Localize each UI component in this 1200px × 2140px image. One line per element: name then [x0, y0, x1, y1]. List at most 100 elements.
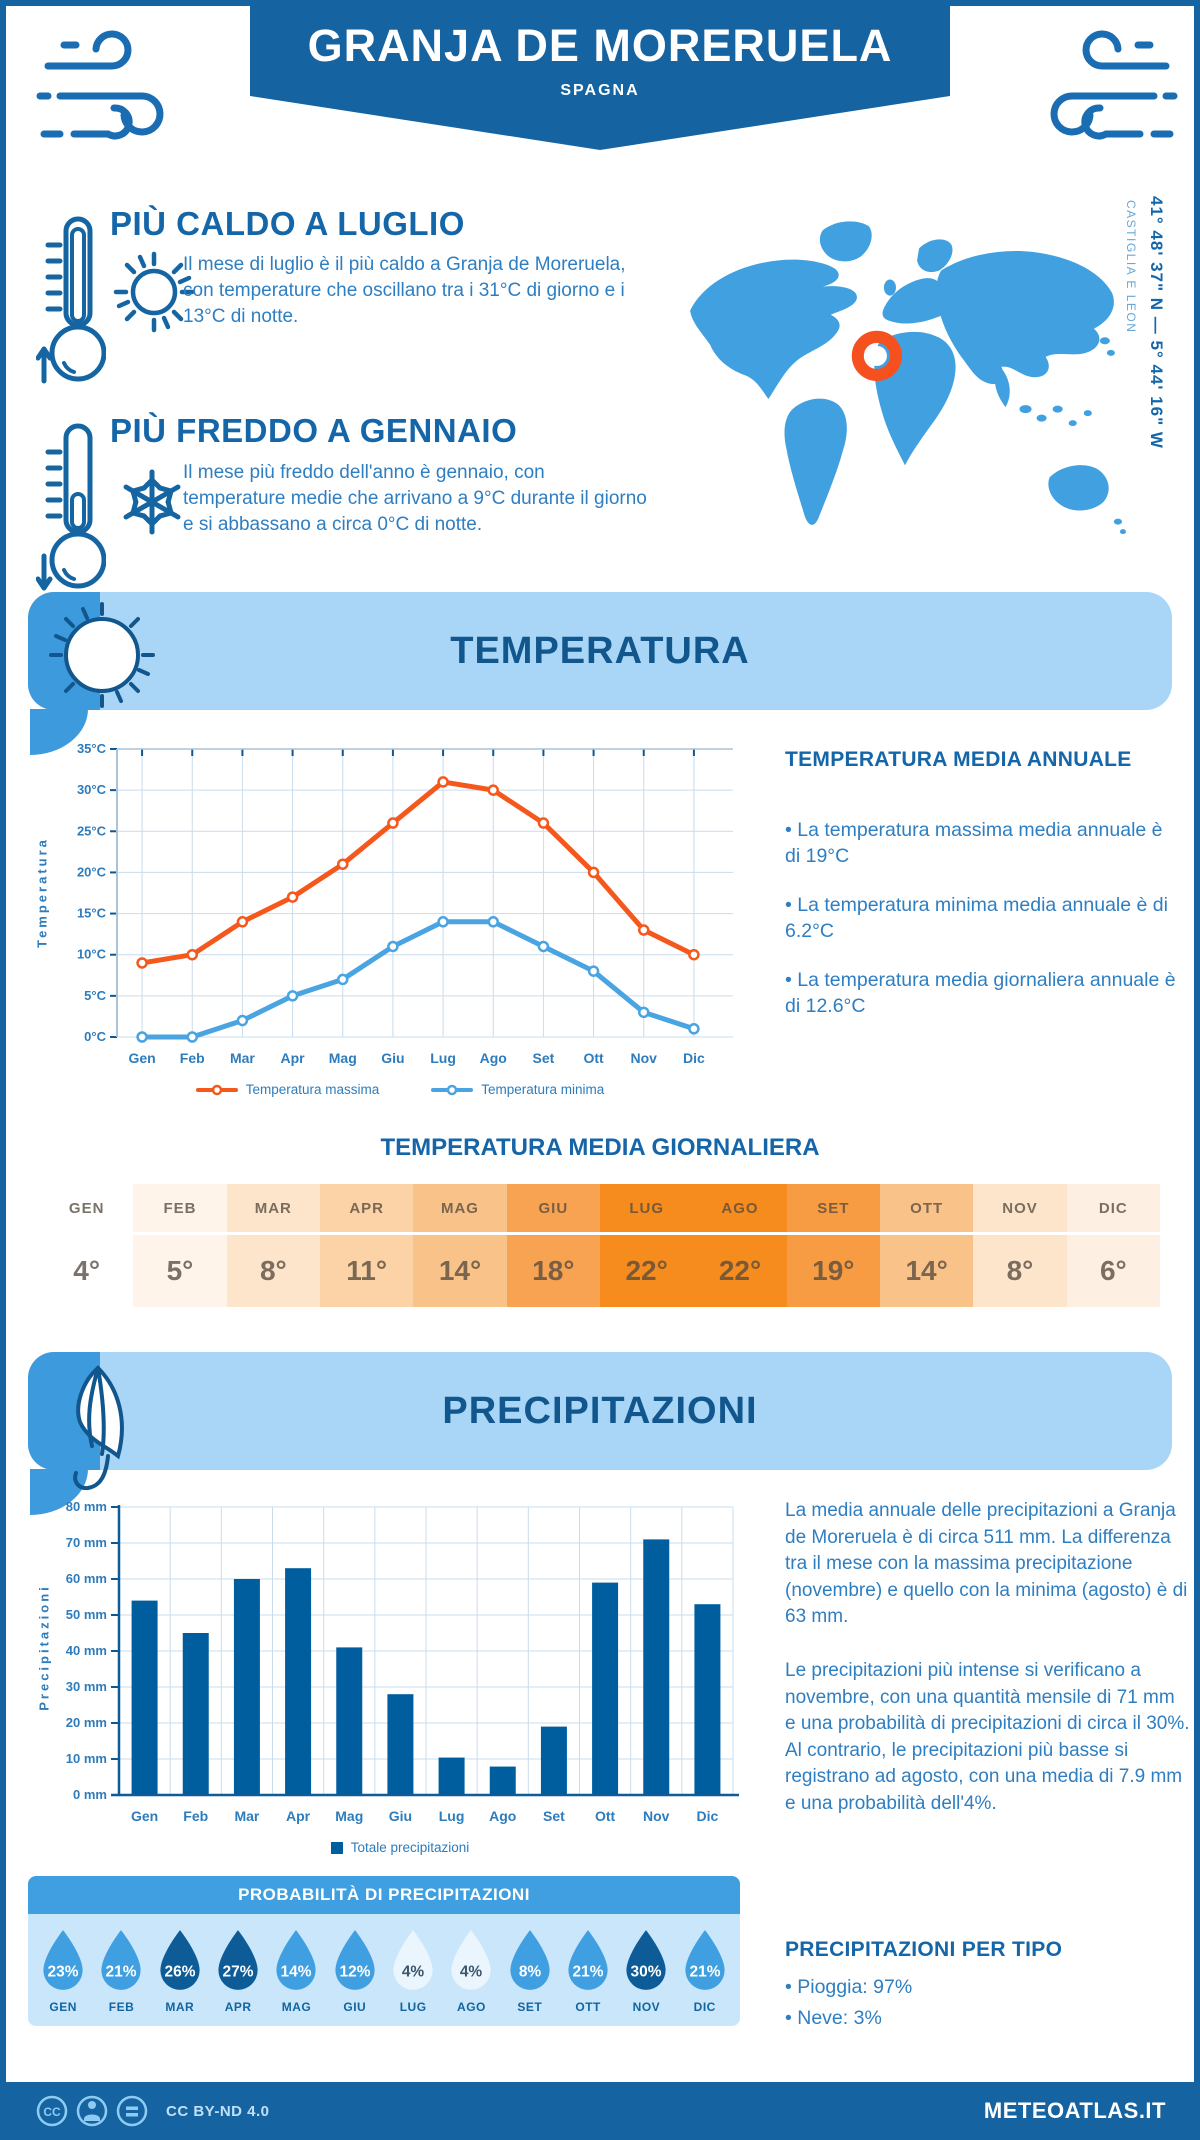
table-month-header: GEN: [40, 1184, 134, 1232]
svg-text:Lug: Lug: [430, 1050, 456, 1066]
droplet-slot: 8% SET: [501, 1928, 559, 2014]
legend-label: Temperatura minima: [481, 1082, 605, 1097]
table-month-header: DIC: [1066, 1184, 1160, 1232]
annual-bullet: • La temperatura massima media annuale è…: [785, 819, 1163, 867]
per-tipo-items: • Pioggia: 97% • Neve: 3%: [785, 1972, 1165, 2034]
legend-label: Totale precipitazioni: [350, 1840, 470, 1855]
raindrop-icon: 4%: [393, 1930, 433, 1990]
svg-text:25°C: 25°C: [77, 823, 107, 838]
svg-text:0 mm: 0 mm: [73, 1787, 107, 1802]
droplet-month-label: GIU: [343, 2000, 367, 2014]
svg-text:CC: CC: [43, 2105, 61, 2119]
droplet-slot: 27% APR: [209, 1928, 267, 2014]
svg-text:Gen: Gen: [128, 1050, 155, 1066]
svg-text:Dic: Dic: [683, 1050, 705, 1066]
droplet-month-label: AGO: [457, 2000, 486, 2014]
probability-panel-heading: PROBABILITÀ DI PRECIPITAZIONI: [28, 1876, 740, 1914]
map-continents: [690, 221, 1126, 535]
sun-badge-icon: [49, 602, 155, 708]
world-map: [672, 190, 1134, 582]
table-month-header: MAG: [413, 1184, 507, 1232]
droplet-percentage: 12%: [339, 1963, 370, 1980]
table-temperature-value: 8°: [226, 1235, 320, 1307]
per-tipo-item: • Pioggia: 97%: [785, 1976, 913, 1998]
svg-text:80 mm: 80 mm: [66, 1499, 107, 1514]
raindrop-icon: 26%: [160, 1930, 200, 1990]
per-tipo-heading: PRECIPITAZIONI PER TIPO: [785, 1938, 1063, 1961]
raindrop-icon: 27%: [218, 1930, 258, 1990]
hot-month-heading: PIÙ CALDO A LUGLIO: [110, 205, 465, 242]
droplet-percentage: 23%: [48, 1963, 79, 1980]
cc-license-icons[interactable]: CC: [34, 2091, 154, 2131]
droplet-month-label: LUG: [399, 2000, 427, 2014]
thermometer-hot-icon: [36, 216, 106, 384]
line-chart-y-axis-title: Temperatura: [34, 837, 50, 948]
droplet-slot: 23% GEN: [34, 1928, 92, 2014]
table-month-header: LUG: [600, 1184, 694, 1232]
svg-text:Ott: Ott: [595, 1808, 616, 1824]
brand-link[interactable]: METEOATLAS.IT: [983, 2098, 1166, 2123]
svg-text:Mar: Mar: [230, 1050, 255, 1066]
table-month-header: GIU: [506, 1184, 600, 1232]
svg-text:70 mm: 70 mm: [66, 1535, 107, 1550]
daily-temperature-table: GEN FEB MAR APR MAG GIU LUG AGO SET OTT NOV DIC 4° 5°…: [40, 1184, 1160, 1307]
svg-text:Ago: Ago: [489, 1808, 516, 1824]
svg-text:10°C: 10°C: [77, 947, 107, 962]
legend-marker-icon: [431, 1084, 474, 1095]
raindrop-icon: 21%: [568, 1930, 608, 1990]
legend-label: Temperatura massima: [245, 1082, 380, 1097]
precipitation-section-banner: PRECIPITAZIONI: [28, 1352, 1172, 1470]
table-temperature-value: 5°: [133, 1235, 227, 1307]
temperature-section-banner: TEMPERATURA: [28, 592, 1172, 710]
wind-icon: [1050, 30, 1178, 140]
legend-item: Temperatura minima: [431, 1082, 604, 1097]
table-month-header: AGO: [693, 1184, 787, 1232]
table-month-header: OTT: [880, 1184, 974, 1232]
svg-text:Mag: Mag: [335, 1808, 363, 1824]
svg-text:50 mm: 50 mm: [66, 1607, 107, 1622]
droplet-month-label: NOV: [632, 2000, 661, 2014]
precipitation-summary-text: La media annuale delle precipitazioni a …: [785, 1498, 1190, 1845]
droplet-slot: 21% FEB: [92, 1928, 150, 2014]
legend-marker-icon: [195, 1084, 238, 1095]
annual-summary-bullets: • La temperatura massima media annuale è…: [785, 818, 1183, 1043]
hot-month-text: Il mese di luglio è il più caldo a Granj…: [183, 254, 626, 328]
table-temperature-value: 18°: [506, 1235, 600, 1307]
svg-text:30 mm: 30 mm: [66, 1679, 107, 1694]
droplet-slot: 14% MAG: [267, 1928, 325, 2014]
table-temperature-value: 22°: [600, 1235, 694, 1307]
svg-text:Ott: Ott: [583, 1050, 604, 1066]
droplet-slot: 12% GIU: [326, 1928, 384, 2014]
sun-icon: [113, 251, 195, 333]
svg-text:Giu: Giu: [381, 1050, 404, 1066]
raindrop-icon: 12%: [335, 1930, 375, 1990]
svg-text:30°C: 30°C: [77, 782, 107, 797]
svg-text:20 mm: 20 mm: [66, 1715, 107, 1730]
license-label: CC BY-ND 4.0: [166, 2102, 270, 2120]
svg-text:60 mm: 60 mm: [66, 1571, 107, 1586]
raindrop-icon: 21%: [685, 1930, 725, 1990]
svg-text:Apr: Apr: [286, 1808, 311, 1824]
raindrop-icon: 4%: [451, 1930, 492, 1990]
bar-chart-legend: Totale precipitazioni: [55, 1840, 745, 1855]
droplet-slot: 30% NOV: [617, 1928, 675, 2014]
daily-table-heading: TEMPERATURA MEDIA GIORNALIERA: [380, 1134, 820, 1161]
raindrop-icon: 8%: [510, 1930, 550, 1990]
line-chart-legend: Temperatura massima Temperatura minima: [55, 1082, 745, 1097]
bar-chart-y-axis-title: Precipitazioni: [36, 1584, 52, 1711]
droplet-month-label: DIC: [693, 2000, 716, 2014]
svg-text:Lug: Lug: [439, 1808, 465, 1824]
cold-month-text: Il mese più freddo dell'anno è gennaio, …: [183, 462, 647, 536]
svg-text:40 mm: 40 mm: [66, 1643, 107, 1658]
raindrop-icon: 23%: [43, 1930, 83, 1990]
droplet-percentage: 21%: [689, 1963, 720, 1980]
svg-text:Apr: Apr: [281, 1050, 306, 1066]
droplet-percentage: 21%: [573, 1963, 604, 1980]
svg-text:5°C: 5°C: [84, 988, 106, 1003]
footer-bar: CC CC BY-ND 4.0 METEOATLAS.IT: [0, 2082, 1200, 2140]
legend-item: Temperatura massima: [195, 1082, 380, 1097]
table-temperature-value: 11°: [320, 1235, 414, 1307]
droplet-percentage: 27%: [223, 1963, 254, 1980]
legend-marker-icon: [330, 1841, 343, 1854]
